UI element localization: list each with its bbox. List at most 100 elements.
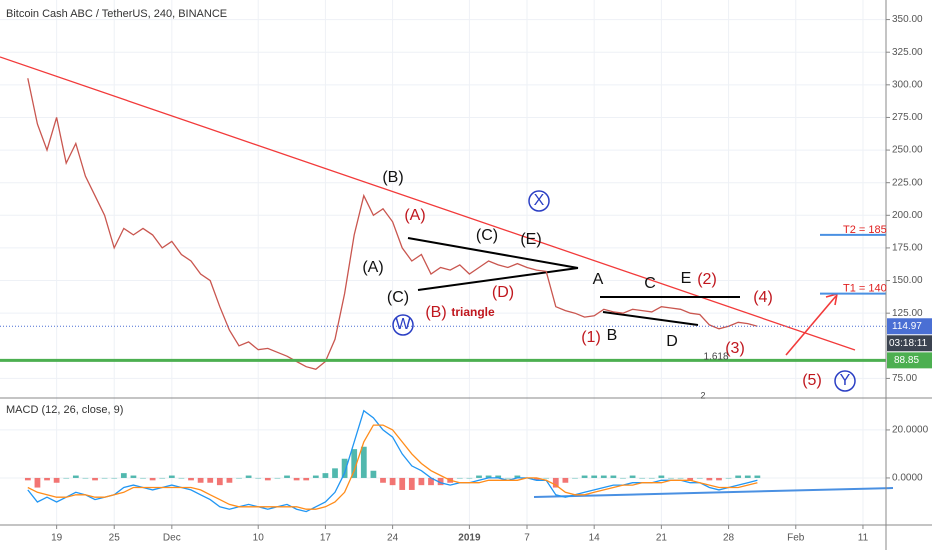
last-price-box xyxy=(887,318,932,335)
series-line xyxy=(27,78,758,371)
histogram-bar xyxy=(293,477,300,481)
x-tick-label: 21 xyxy=(656,533,668,544)
histogram-bar xyxy=(226,477,233,483)
histogram-bar xyxy=(312,475,319,478)
annotation: (A) xyxy=(404,207,425,224)
histogram-bar xyxy=(332,468,338,478)
x-tick-label: 19 xyxy=(51,533,63,544)
annotation-circle xyxy=(528,190,550,212)
histogram-bar xyxy=(562,477,569,483)
annotation: triangle xyxy=(451,305,495,319)
y-tick-label: 20.0000 xyxy=(892,425,929,436)
x-tick-label: 14 xyxy=(589,533,601,544)
histogram-bar xyxy=(370,470,377,478)
macd-title: MACD (12, 26, close, 9) xyxy=(6,404,123,416)
y-tick-label: 75.00 xyxy=(892,373,917,384)
plot-layer xyxy=(0,78,886,513)
histogram-bar xyxy=(543,477,550,479)
annotation: X xyxy=(534,192,545,209)
histogram-bar xyxy=(648,477,655,479)
histogram-bar xyxy=(274,477,281,479)
histogram-bar xyxy=(495,475,502,478)
x-tick-label: 10 xyxy=(253,533,265,544)
histogram-bar xyxy=(466,477,473,479)
histogram-bar xyxy=(34,477,41,488)
y-tick-label: 125.00 xyxy=(892,308,923,319)
annotation: (2) xyxy=(697,271,717,288)
x-tick-label: 2019 xyxy=(458,533,481,544)
histogram-bar xyxy=(207,477,214,483)
x-tick-label: 28 xyxy=(723,533,735,544)
histogram-bar xyxy=(552,477,559,488)
histogram-bar xyxy=(600,475,607,478)
histogram-bar xyxy=(408,477,415,490)
histogram-bar xyxy=(120,473,127,478)
target-label: T2 = 185 xyxy=(843,224,887,236)
histogram-bar xyxy=(24,477,31,481)
annotation: W xyxy=(395,316,411,333)
histogram-bar xyxy=(284,475,290,478)
histogram-bar xyxy=(149,477,156,481)
annotation: D xyxy=(666,333,678,350)
chart-title: Bitcoin Cash ABC / TetherUS, 240, BINANC… xyxy=(6,8,227,20)
annotation: (B) xyxy=(425,304,446,321)
histogram-bar xyxy=(476,475,482,478)
histogram-bar xyxy=(351,449,358,478)
histogram-bar xyxy=(264,477,271,481)
histogram-bar xyxy=(629,475,636,478)
annotation: 1.618 xyxy=(703,352,728,363)
histogram-bar xyxy=(303,477,310,481)
y-tick-label: 275.00 xyxy=(892,112,923,123)
x-tick-label: 17 xyxy=(320,533,332,544)
annotation-circle xyxy=(392,314,414,336)
triangle-bottom xyxy=(417,267,579,291)
series-line xyxy=(27,424,758,510)
triangle-top xyxy=(407,237,579,269)
histogram-bar xyxy=(72,475,79,478)
annotation: (A) xyxy=(362,259,383,276)
annotation: A xyxy=(593,271,604,288)
histogram-bar xyxy=(735,475,742,478)
annotation: Y xyxy=(840,372,851,389)
histogram-bar xyxy=(418,477,425,486)
histogram-bar xyxy=(341,458,348,478)
support-box xyxy=(887,352,932,369)
annotation-circle xyxy=(834,370,856,392)
histogram-bar xyxy=(754,475,761,478)
target-label: T1 = 140 xyxy=(843,283,887,295)
x-tick-label: 24 xyxy=(387,533,399,544)
histogram-bar xyxy=(456,477,463,479)
annotation: (3) xyxy=(725,340,745,357)
x-tick-label: 11 xyxy=(858,533,869,544)
histogram-bar xyxy=(610,475,617,478)
support-label: 88.85 xyxy=(894,355,919,366)
histogram-bar xyxy=(140,477,146,479)
histogram-bar xyxy=(130,475,137,478)
histogram-bar xyxy=(687,477,694,481)
histogram-bar xyxy=(428,477,434,486)
annotation: C xyxy=(644,275,656,292)
histogram-bar xyxy=(744,475,751,478)
y-tick-label: 225.00 xyxy=(892,177,923,188)
y-tick-label: 0.0000 xyxy=(892,473,923,484)
histogram-bar xyxy=(399,477,406,490)
annotation: (5) xyxy=(802,372,822,389)
countdown-label: 03:18:11 xyxy=(889,338,928,349)
y-tick-label: 325.00 xyxy=(892,47,923,58)
channel-bottom xyxy=(602,311,699,326)
histogram-bar xyxy=(716,477,722,481)
histogram-bar xyxy=(82,477,89,479)
histogram-bar xyxy=(639,477,646,479)
histogram-bar xyxy=(620,477,626,479)
x-tick-label: 7 xyxy=(524,533,530,544)
series-line xyxy=(27,409,758,513)
trend-line xyxy=(0,56,856,351)
annotation: E xyxy=(681,270,692,287)
annotation: (C) xyxy=(476,227,498,244)
histogram-bar xyxy=(178,477,185,479)
histogram-bar xyxy=(389,477,396,486)
histogram-bar xyxy=(236,477,242,479)
histogram-bar xyxy=(591,475,598,478)
histogram-bar xyxy=(504,477,511,479)
arrow xyxy=(785,295,837,356)
